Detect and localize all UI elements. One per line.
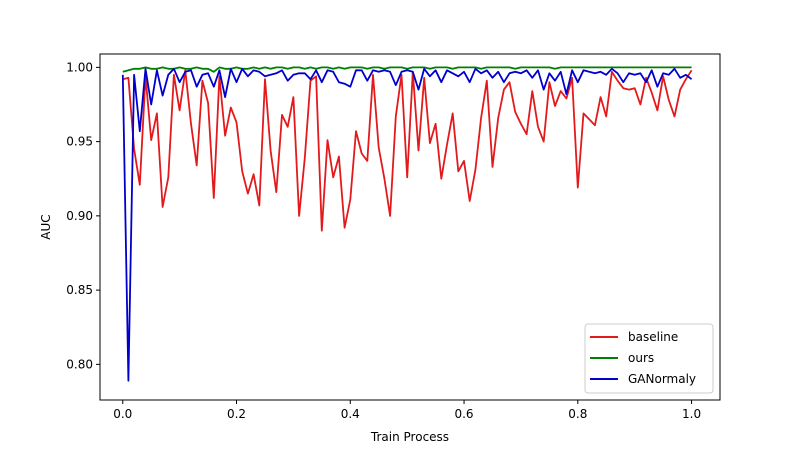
y-tick-label: 1.00 xyxy=(66,60,93,74)
x-tick-label: 0.4 xyxy=(341,407,360,421)
legend-label-ours: ours xyxy=(628,351,654,365)
series-layer xyxy=(121,66,693,382)
y-axis-label: AUC xyxy=(39,214,53,239)
y-tick-label: 0.80 xyxy=(66,357,93,371)
series-line-ganormaly xyxy=(121,67,693,382)
series-line-baseline xyxy=(122,69,693,232)
legend: baseline ours GANormaly xyxy=(584,323,714,394)
x-axis-label: Train Process xyxy=(370,430,449,444)
x-tick-label: 0.2 xyxy=(227,407,246,421)
legend-label-baseline: baseline xyxy=(628,330,678,344)
legend-label-ganormaly: GANormaly xyxy=(628,372,696,386)
y-tick-label: 0.90 xyxy=(66,209,93,223)
x-tick-label: 0.8 xyxy=(568,407,587,421)
x-tick-label: 1.0 xyxy=(682,407,701,421)
y-tick-label: 0.95 xyxy=(66,135,93,149)
legend-box xyxy=(584,323,714,394)
plot-frame xyxy=(99,53,721,401)
x-tick-label: 0.6 xyxy=(454,407,473,421)
x-tick-label: 0.0 xyxy=(113,407,132,421)
y-axis: 0.80 0.85 0.90 0.95 1.00 xyxy=(66,60,100,371)
y-tick-label: 0.85 xyxy=(66,283,93,297)
series-line-ours xyxy=(122,66,692,73)
x-axis: 0.0 0.2 0.4 0.6 0.8 1.0 xyxy=(113,400,701,421)
